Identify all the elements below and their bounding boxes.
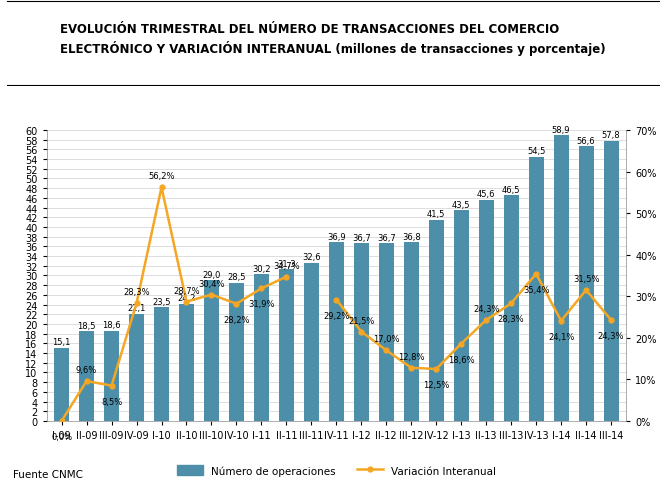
Text: 12,5%: 12,5% [423,380,450,389]
Bar [279,270,294,421]
Bar [304,263,319,421]
Bar [603,141,619,421]
Text: 36,7: 36,7 [352,233,371,242]
Text: EVOLUCIÓN TRIMESTRAL DEL NÚMERO DE TRANSACCIONES DEL COMERCIO
ELECTRÓNICO Y VARI: EVOLUCIÓN TRIMESTRAL DEL NÚMERO DE TRANS… [60,23,606,56]
Text: 17,0%: 17,0% [373,334,400,344]
Text: 28,5: 28,5 [227,272,246,282]
Text: 24,2: 24,2 [177,293,196,302]
Text: 35,4%: 35,4% [523,285,549,294]
Text: 23,5: 23,5 [153,297,170,306]
Bar [579,147,593,421]
Text: 29,2%: 29,2% [323,311,350,320]
Text: 41,5: 41,5 [427,210,446,219]
Text: 36,7: 36,7 [377,233,396,242]
Bar [229,283,244,421]
Text: 22,1: 22,1 [127,303,146,313]
Bar [354,243,369,421]
Bar [79,332,94,421]
Text: 34,7%: 34,7% [273,261,300,270]
Text: 15,1: 15,1 [53,337,71,347]
Text: 45,6: 45,6 [477,190,496,199]
Text: 24,3%: 24,3% [473,304,500,313]
Text: 18,6: 18,6 [103,320,121,330]
Bar [379,243,394,421]
Text: 31,3: 31,3 [277,259,296,268]
Text: 58,9: 58,9 [552,125,570,135]
Text: 32,6: 32,6 [302,253,320,262]
Legend: Número de operaciones, Variación Interanual: Número de operaciones, Variación Interan… [172,461,500,480]
Bar [154,307,169,421]
Bar [179,304,194,421]
Text: 24,1%: 24,1% [548,332,574,341]
Text: 30,4%: 30,4% [198,279,224,288]
Text: 18,5: 18,5 [77,321,96,330]
Bar [404,243,419,421]
Text: 43,5: 43,5 [452,200,470,209]
Bar [129,314,144,421]
Text: 28,7%: 28,7% [173,286,200,295]
Bar [104,331,119,421]
Bar [503,196,519,421]
Text: 57,8: 57,8 [602,131,620,140]
Text: 54,5: 54,5 [527,147,545,156]
Text: 12,8%: 12,8% [398,352,424,361]
Bar [54,348,69,421]
Text: 28,3%: 28,3% [498,315,524,324]
Bar [479,200,494,421]
Bar [329,242,344,421]
Bar [454,211,469,421]
Text: 31,5%: 31,5% [573,274,599,284]
Text: 46,5: 46,5 [502,185,520,195]
Text: 9,6%: 9,6% [76,365,97,374]
Text: 21,5%: 21,5% [348,316,374,325]
Text: 28,2%: 28,2% [223,315,250,324]
Text: 56,6: 56,6 [577,136,595,146]
Text: 8,5%: 8,5% [101,397,122,406]
Bar [429,220,444,421]
Text: 24,3%: 24,3% [598,332,624,340]
Text: 0,0%: 0,0% [51,432,72,441]
Text: 30,2: 30,2 [252,264,270,273]
Bar [254,275,269,421]
Bar [529,157,543,421]
Bar [204,281,219,421]
Text: Fuente CNMC: Fuente CNMC [13,469,83,479]
Text: 29,0: 29,0 [202,270,220,279]
Text: 56,2%: 56,2% [149,172,174,181]
Text: 28,3%: 28,3% [123,288,150,297]
Bar [553,136,569,421]
Text: 36,8: 36,8 [402,232,421,242]
Text: 18,6%: 18,6% [448,355,474,364]
Text: 31,9%: 31,9% [248,300,274,309]
Text: 36,9: 36,9 [327,232,346,241]
